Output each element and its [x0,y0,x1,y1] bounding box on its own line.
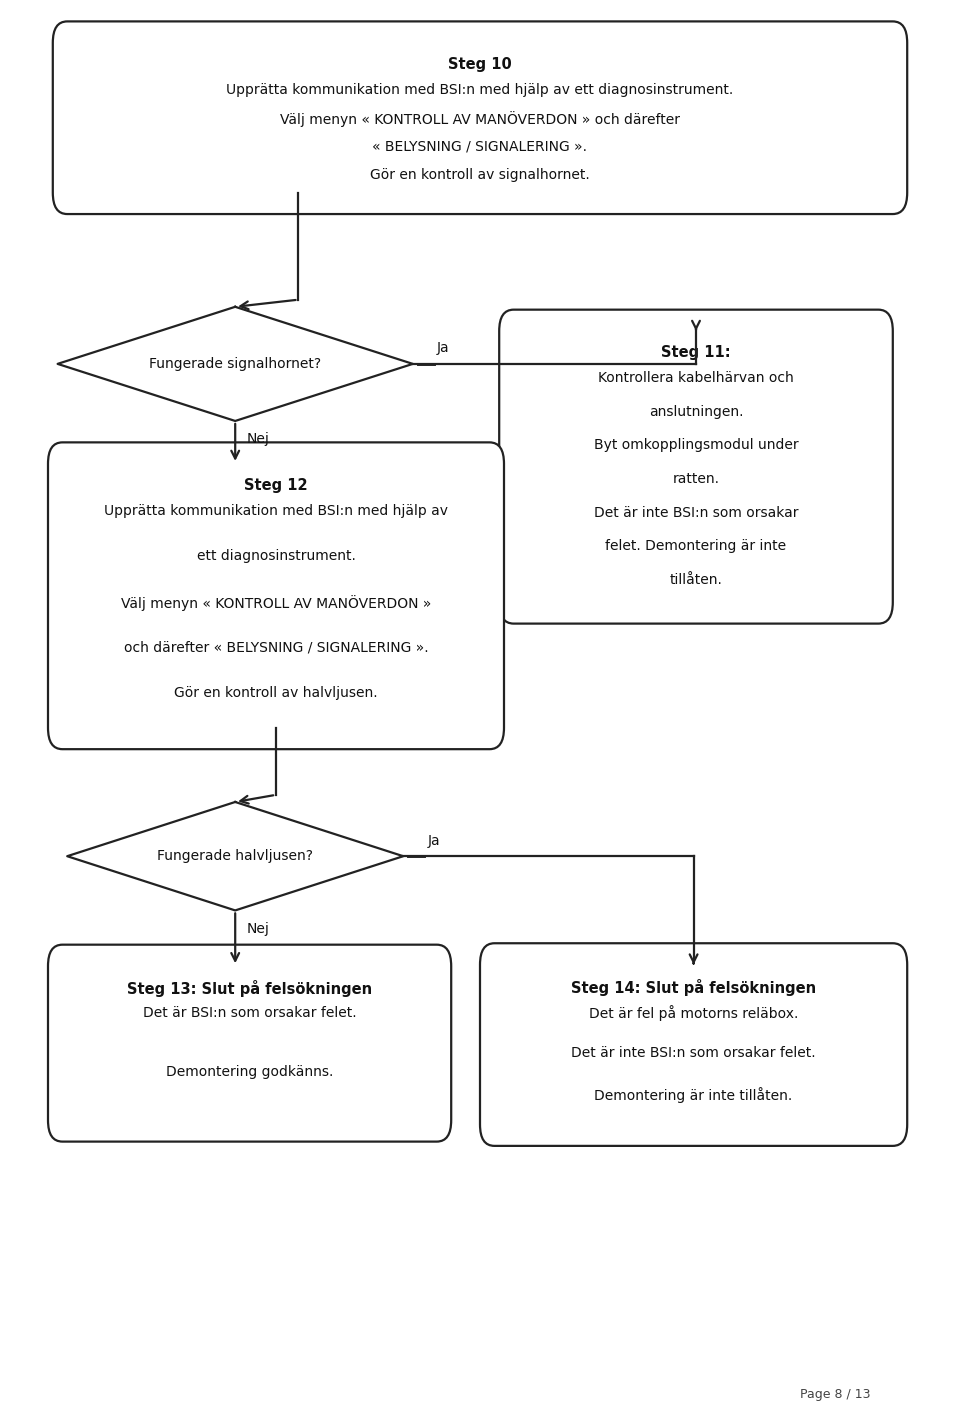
Text: Det är BSI:n som orsakar felet.: Det är BSI:n som orsakar felet. [143,1006,356,1020]
Polygon shape [58,307,413,421]
Polygon shape [67,802,403,910]
Text: Steg 14: Slut på felsökningen: Steg 14: Slut på felsökningen [571,979,816,996]
Text: anslutningen.: anslutningen. [649,405,743,418]
Text: Demontering godkänns.: Demontering godkänns. [166,1065,333,1079]
FancyBboxPatch shape [53,21,907,214]
Text: Välj menyn « KONTROLL AV MANÖVERDON » och därefter: Välj menyn « KONTROLL AV MANÖVERDON » oc… [280,111,680,127]
FancyBboxPatch shape [48,945,451,1142]
Text: Välj menyn « KONTROLL AV MANÖVERDON »: Välj menyn « KONTROLL AV MANÖVERDON » [121,595,431,611]
Text: Nej: Nej [247,922,270,936]
Text: ett diagnosinstrument.: ett diagnosinstrument. [197,549,355,564]
Text: Ja: Ja [437,341,449,355]
Text: Steg 11:: Steg 11: [661,345,731,361]
Text: Gör en kontroll av signalhornet.: Gör en kontroll av signalhornet. [371,168,589,183]
Text: Det är inte BSI:n som orsakar: Det är inte BSI:n som orsakar [593,505,799,519]
Text: Ja: Ja [427,833,440,848]
Text: Nej: Nej [247,432,270,447]
Text: Upprätta kommunikation med BSI:n med hjälp av ett diagnosinstrument.: Upprätta kommunikation med BSI:n med hjä… [227,83,733,97]
Text: Det är inte BSI:n som orsakar felet.: Det är inte BSI:n som orsakar felet. [571,1046,816,1060]
FancyBboxPatch shape [499,310,893,624]
Text: Fungerade signalhornet?: Fungerade signalhornet? [149,357,322,371]
Text: och därefter « BELYSNING / SIGNALERING ».: och därefter « BELYSNING / SIGNALERING »… [124,641,428,655]
Text: ratten.: ratten. [673,472,719,487]
Text: Page 8 / 13: Page 8 / 13 [800,1388,871,1401]
Text: Demontering är inte tillåten.: Demontering är inte tillåten. [594,1087,793,1103]
Text: Upprätta kommunikation med BSI:n med hjälp av: Upprätta kommunikation med BSI:n med hjä… [104,504,448,518]
FancyBboxPatch shape [480,943,907,1146]
Text: Det är fel på motorns reläbox.: Det är fel på motorns reläbox. [588,1005,799,1020]
Text: tillåten.: tillåten. [669,572,723,586]
Text: Gör en kontroll av halvljusen.: Gör en kontroll av halvljusen. [174,686,378,701]
Text: Steg 10: Steg 10 [448,57,512,73]
Text: felet. Demontering är inte: felet. Demontering är inte [606,539,786,554]
Text: « BELYSNING / SIGNALERING ».: « BELYSNING / SIGNALERING ». [372,140,588,154]
Text: Steg 12: Steg 12 [244,478,308,494]
Text: Kontrollera kabelhärvan och: Kontrollera kabelhärvan och [598,371,794,385]
Text: Byt omkopplingsmodul under: Byt omkopplingsmodul under [593,438,799,452]
FancyBboxPatch shape [48,442,504,749]
Text: Fungerade halvljusen?: Fungerade halvljusen? [157,849,313,863]
Text: Steg 13: Slut på felsökningen: Steg 13: Slut på felsökningen [127,980,372,997]
